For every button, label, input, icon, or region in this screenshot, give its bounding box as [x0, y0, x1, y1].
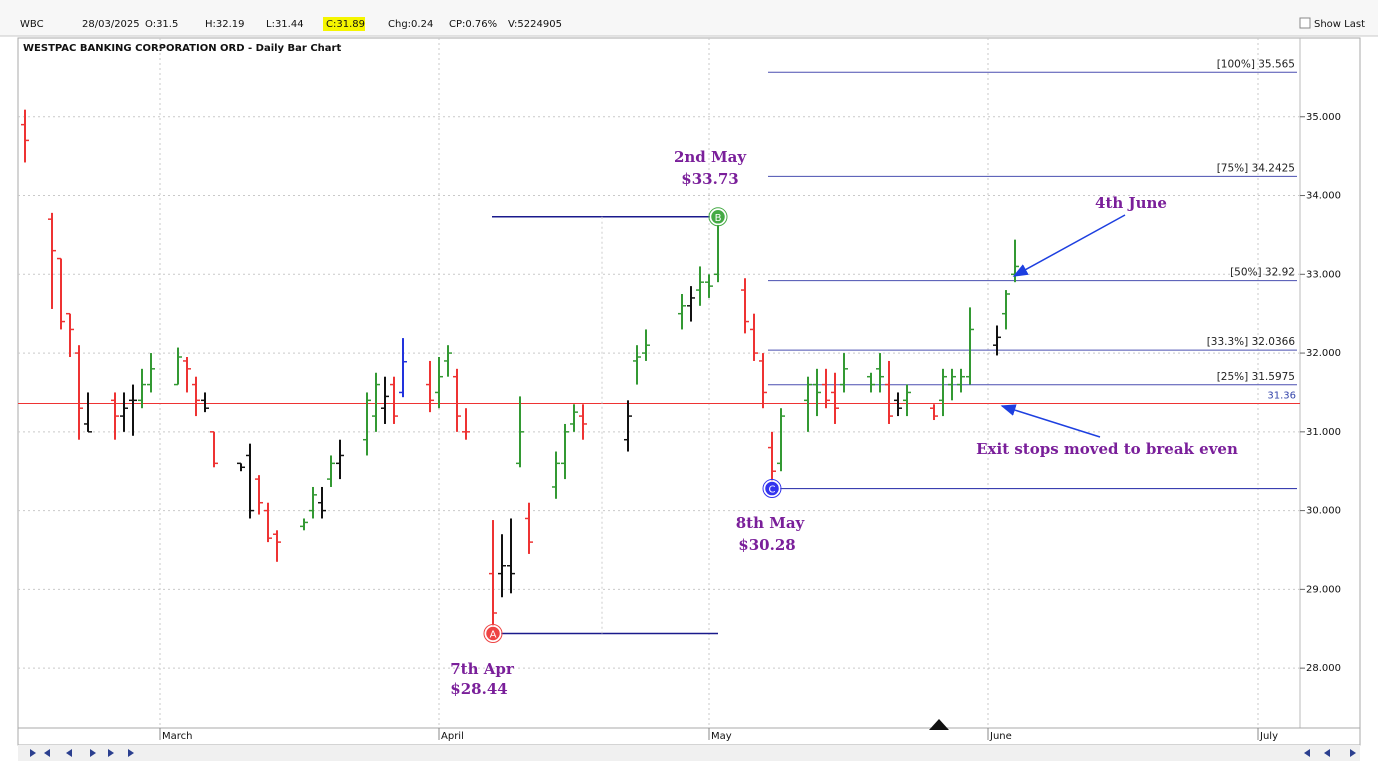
chart-title: WESTPAC BANKING CORPORATION ORD - Daily …: [23, 43, 341, 54]
quote-close: C:31.89: [326, 19, 365, 30]
fib-label: [25%] 31.5975: [1217, 371, 1295, 383]
point-marker-ring: [762, 479, 782, 499]
x-tick-label: April: [441, 731, 464, 742]
quote-open: O:31.5: [145, 19, 178, 30]
plot-frame: [17, 37, 1361, 746]
y-tick-label: 28.000: [1306, 663, 1341, 674]
arrow: [1000, 404, 1101, 438]
annotation: Exit stops moved to break even: [976, 440, 1238, 458]
point-marker: [709, 208, 727, 226]
quote-change-pct: CP:0.76%: [449, 19, 497, 30]
quote-change: Chg:0.24: [388, 19, 433, 30]
x-tick-label: May: [711, 731, 732, 742]
stop-line-label: 31.36: [1267, 390, 1296, 401]
fib-label: [75%] 34.2425: [1217, 162, 1295, 174]
y-tick-label: 32.000: [1306, 348, 1341, 359]
quote-volume: V:5224905: [508, 19, 562, 30]
arrow: [1012, 214, 1126, 277]
plot: 28.000 29.000 30.000 31.000 32.000 33.000 34.0…: [18, 38, 1341, 742]
nav-button[interactable]: [1324, 749, 1330, 757]
nav-button[interactable]: [30, 749, 36, 757]
annotation: 8th May: [736, 514, 806, 532]
show-last-label[interactable]: Show Last: [1314, 19, 1365, 30]
nav-button[interactable]: [1350, 749, 1356, 757]
nav-button[interactable]: [44, 749, 50, 757]
nav-bar: [18, 745, 1360, 761]
close-highlight: [323, 17, 365, 31]
y-tick-label: 31.000: [1306, 427, 1341, 438]
annotation: 4th June: [1095, 194, 1167, 212]
point-marker-ring: [483, 623, 503, 643]
toolbar: [0, 0, 1378, 36]
ticker: WBC: [20, 19, 44, 30]
annotation: 2nd May: [674, 148, 747, 166]
x-tick-label: July: [1259, 731, 1278, 742]
y-tick-label: 30.000: [1306, 506, 1341, 517]
quote-date: 28/03/2025: [82, 19, 140, 30]
nav-button[interactable]: [66, 749, 72, 757]
annotation: $30.28: [738, 536, 795, 554]
y-tick-label: 34.000: [1306, 191, 1341, 202]
fib-label: [50%] 32.92: [1230, 267, 1295, 279]
annotation: $33.73: [681, 170, 738, 188]
fib-label: [100%] 35.565: [1217, 58, 1295, 70]
show-last-checkbox[interactable]: [1299, 17, 1311, 29]
point-marker-ring: [708, 207, 728, 227]
point-label: C: [769, 485, 776, 496]
annotation: 7th Apr: [450, 660, 515, 678]
nav-button[interactable]: [1304, 749, 1310, 757]
fib-label: [33.3%] 32.0366: [1207, 336, 1296, 348]
quote-high: H:32.19: [205, 19, 245, 30]
period-marker: [929, 719, 949, 730]
x-tick-label: June: [989, 731, 1012, 742]
nav-button[interactable]: [128, 749, 134, 757]
point-marker: [763, 480, 781, 497]
y-tick-label: 29.000: [1306, 584, 1341, 595]
point-marker: [484, 625, 502, 642]
point-label: A: [490, 629, 497, 640]
nav-buttons[interactable]: [30, 749, 1356, 757]
x-tick-label: March: [162, 731, 192, 742]
y-tick-label: 33.000: [1306, 269, 1341, 280]
nav-button[interactable]: [90, 749, 96, 757]
quote-low: L:31.44: [266, 19, 304, 30]
nav-button[interactable]: [108, 749, 114, 757]
point-label: B: [715, 213, 722, 224]
y-tick-label: 35.000: [1306, 112, 1341, 123]
annotation: $28.44: [450, 680, 507, 698]
